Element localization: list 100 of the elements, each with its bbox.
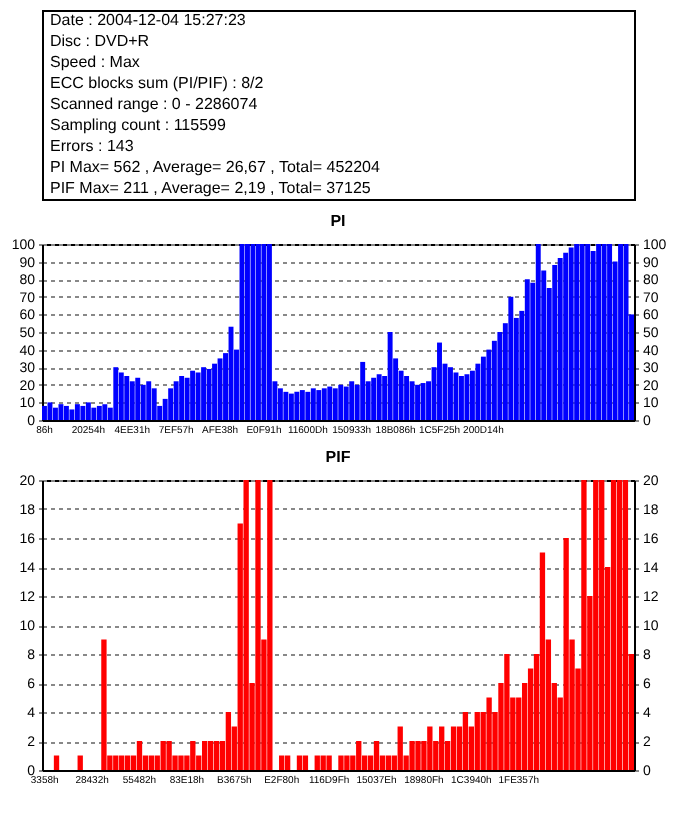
bar bbox=[217, 358, 223, 420]
bar bbox=[508, 296, 514, 420]
bar bbox=[376, 374, 382, 420]
bar bbox=[302, 755, 309, 770]
text: ECC blocks sum (PI/PIF) : 8/2 bbox=[50, 73, 265, 92]
bar bbox=[135, 377, 141, 420]
bar bbox=[458, 376, 464, 420]
bar bbox=[557, 258, 563, 420]
bar bbox=[279, 755, 285, 770]
bar bbox=[574, 244, 580, 420]
bar bbox=[563, 252, 569, 420]
bar bbox=[552, 265, 558, 420]
bar bbox=[623, 244, 629, 420]
bar bbox=[590, 251, 596, 420]
bar bbox=[332, 388, 338, 420]
bar bbox=[129, 381, 135, 420]
bar bbox=[409, 741, 415, 770]
bar bbox=[314, 755, 320, 770]
text: Disc : DVD+R bbox=[50, 31, 150, 50]
bar bbox=[539, 552, 546, 770]
bar bbox=[179, 376, 185, 420]
bar bbox=[349, 381, 355, 420]
bar bbox=[397, 726, 403, 770]
text: PI Max= 562 , Average= 26,67 , Total= 452204 bbox=[50, 157, 381, 176]
bar bbox=[585, 244, 591, 420]
bar bbox=[453, 372, 459, 420]
bar bbox=[622, 480, 629, 770]
bar bbox=[579, 244, 585, 420]
bar bbox=[427, 726, 433, 770]
bar bbox=[296, 755, 303, 770]
bar bbox=[462, 712, 469, 770]
bar bbox=[102, 404, 108, 420]
bar bbox=[491, 340, 497, 420]
bar bbox=[316, 390, 322, 420]
bar bbox=[166, 741, 172, 770]
bar bbox=[195, 372, 201, 420]
chart-title: PI bbox=[330, 212, 346, 230]
text: Speed : Max bbox=[50, 52, 140, 71]
bar bbox=[206, 368, 212, 420]
bar bbox=[475, 363, 481, 420]
bar bbox=[360, 361, 366, 420]
bar bbox=[168, 388, 174, 420]
bar bbox=[439, 726, 445, 770]
bar bbox=[148, 755, 154, 770]
bar bbox=[74, 404, 80, 420]
bar bbox=[409, 381, 415, 420]
bar bbox=[618, 244, 624, 420]
bar bbox=[327, 386, 333, 420]
bar bbox=[524, 279, 530, 420]
bar bbox=[294, 391, 300, 420]
bar bbox=[277, 388, 283, 420]
bar bbox=[96, 405, 102, 420]
bar bbox=[85, 402, 91, 420]
bar bbox=[415, 741, 421, 770]
bar bbox=[371, 377, 377, 420]
bar bbox=[581, 480, 587, 770]
bar bbox=[599, 480, 605, 770]
bar bbox=[146, 381, 152, 420]
bar bbox=[283, 391, 289, 420]
bar bbox=[124, 376, 130, 420]
bar bbox=[202, 741, 208, 770]
text: Date : 2004-12-04 15:27:23 bbox=[50, 10, 247, 29]
bar bbox=[321, 388, 327, 420]
bar bbox=[338, 755, 344, 770]
bar bbox=[190, 370, 196, 420]
bar bbox=[338, 384, 344, 420]
bar bbox=[42, 405, 47, 420]
bar bbox=[601, 244, 607, 420]
bar bbox=[184, 377, 190, 420]
bar bbox=[568, 247, 574, 420]
bar bbox=[250, 244, 256, 420]
bar bbox=[356, 741, 362, 770]
bar bbox=[266, 244, 272, 420]
bar bbox=[119, 755, 125, 770]
bar bbox=[178, 755, 184, 770]
bar bbox=[450, 726, 457, 770]
bar bbox=[255, 244, 261, 420]
text: PIF Max= 211 , Average= 2,19 , Total= 37125 bbox=[50, 178, 372, 197]
bar bbox=[173, 381, 179, 420]
bar bbox=[160, 741, 166, 770]
bar bbox=[80, 405, 86, 420]
bar bbox=[53, 755, 60, 770]
bar bbox=[118, 372, 124, 420]
bar bbox=[299, 390, 305, 420]
bar bbox=[52, 407, 58, 420]
bar bbox=[415, 384, 421, 420]
bar bbox=[326, 755, 332, 770]
bar bbox=[593, 480, 599, 770]
bar bbox=[607, 244, 613, 420]
bar bbox=[77, 755, 83, 770]
bar bbox=[47, 402, 53, 420]
bar bbox=[437, 342, 442, 420]
bar bbox=[343, 386, 349, 420]
bar bbox=[124, 755, 131, 770]
bar bbox=[610, 480, 617, 770]
bar bbox=[190, 741, 196, 770]
text: Errors : 143 bbox=[50, 136, 135, 155]
bar bbox=[255, 480, 261, 770]
text: Sampling count : 115599 bbox=[50, 115, 227, 134]
bar bbox=[469, 370, 475, 420]
